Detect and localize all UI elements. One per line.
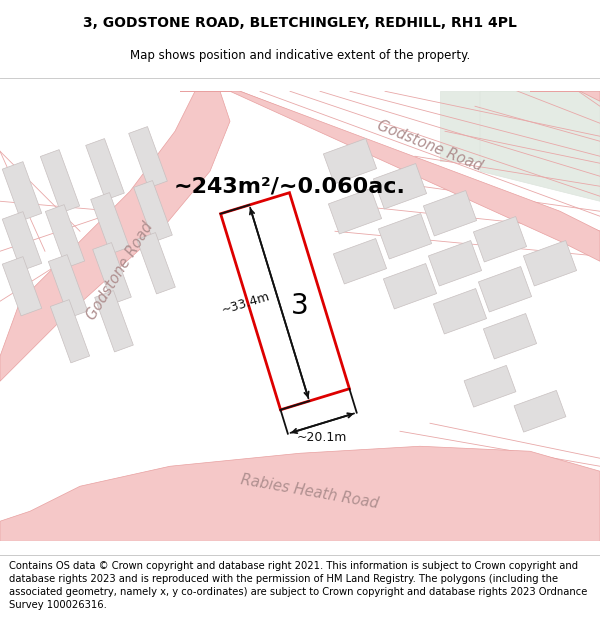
Polygon shape [514,391,566,432]
Polygon shape [334,239,386,284]
Polygon shape [95,291,133,352]
Text: Map shows position and indicative extent of the property.: Map shows position and indicative extent… [130,49,470,62]
Text: Godstone Road: Godstone Road [84,219,156,323]
Polygon shape [128,127,167,188]
Text: 3, GODSTONE ROAD, BLETCHINGLEY, REDHILL, RH1 4PL: 3, GODSTONE ROAD, BLETCHINGLEY, REDHILL,… [83,16,517,30]
Polygon shape [464,366,516,407]
Text: ~33.4m: ~33.4m [220,289,271,317]
Polygon shape [323,139,377,184]
Polygon shape [221,192,349,410]
Text: Rabies Heath Road: Rabies Heath Road [240,472,380,511]
Polygon shape [137,232,175,294]
Polygon shape [0,446,600,541]
Polygon shape [480,91,600,201]
Polygon shape [428,241,482,286]
Text: ~20.1m: ~20.1m [297,431,347,444]
Text: Godstone Road: Godstone Road [375,118,485,174]
Polygon shape [473,216,527,262]
Polygon shape [40,149,80,213]
Polygon shape [373,164,427,209]
Polygon shape [440,91,600,161]
Polygon shape [379,214,431,259]
Polygon shape [134,181,172,242]
Polygon shape [484,314,536,359]
Polygon shape [478,266,532,312]
Polygon shape [2,212,42,271]
Polygon shape [46,204,85,268]
Text: ~243m²/~0.060ac.: ~243m²/~0.060ac. [174,176,406,196]
Polygon shape [523,241,577,286]
Text: Contains OS data © Crown copyright and database right 2021. This information is : Contains OS data © Crown copyright and d… [9,561,587,610]
Polygon shape [383,264,437,309]
Polygon shape [91,192,130,254]
Polygon shape [92,242,131,304]
Text: 3: 3 [291,292,309,320]
Polygon shape [49,254,88,318]
Polygon shape [86,139,124,200]
Polygon shape [424,191,476,236]
Polygon shape [2,257,42,316]
Polygon shape [530,91,600,101]
Polygon shape [180,91,600,261]
Polygon shape [0,91,230,381]
Polygon shape [433,289,487,334]
Polygon shape [50,299,89,363]
Polygon shape [328,189,382,234]
Polygon shape [2,162,42,221]
